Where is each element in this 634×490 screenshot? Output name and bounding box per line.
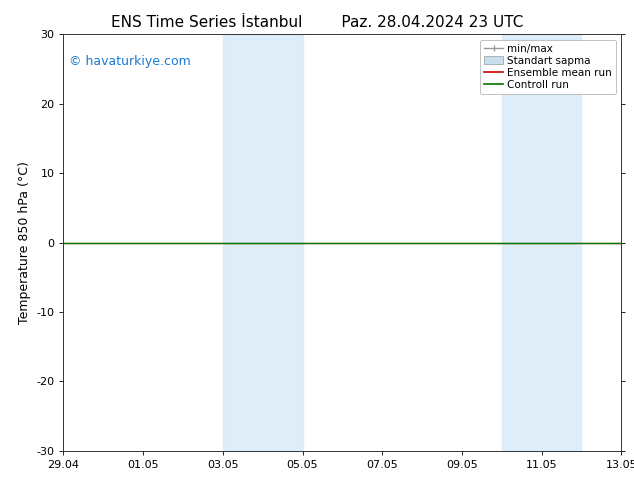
Bar	[501, 34, 581, 451]
Y-axis label: Temperature 850 hPa (°C): Temperature 850 hPa (°C)	[18, 161, 30, 324]
Text: ENS Time Series İstanbul        Paz. 28.04.2024 23 UTC: ENS Time Series İstanbul Paz. 28.04.2024…	[111, 15, 523, 30]
Text: © havaturkiye.com: © havaturkiye.com	[69, 55, 191, 68]
Legend: min/max, Standart sapma, Ensemble mean run, Controll run: min/max, Standart sapma, Ensemble mean r…	[480, 40, 616, 94]
Bar	[223, 34, 302, 451]
